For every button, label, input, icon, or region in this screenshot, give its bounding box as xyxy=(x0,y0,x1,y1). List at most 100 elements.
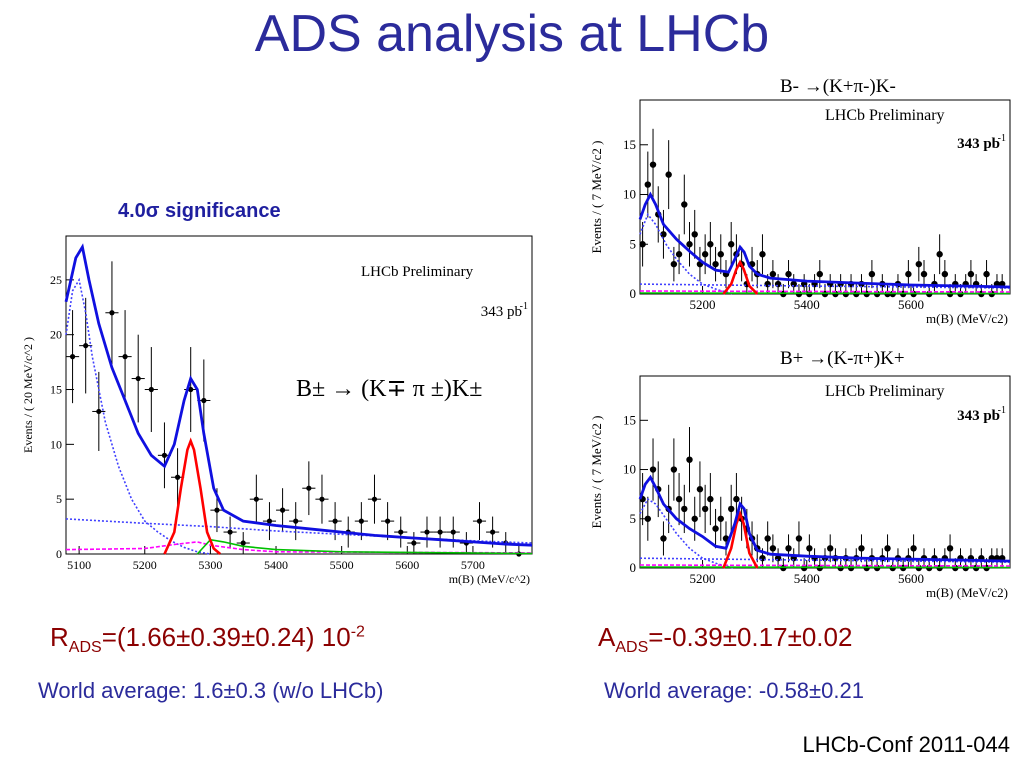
chart0-point-25 xyxy=(398,529,404,535)
chart0-point-26 xyxy=(411,540,417,546)
chart1-ytick-label-3: 15 xyxy=(623,137,636,152)
chart2-xtick-label-0: 5200 xyxy=(690,571,716,586)
chart0-point-31 xyxy=(476,518,483,524)
chart1-frame xyxy=(639,99,1011,295)
chart2-dpi-misid-curve xyxy=(639,566,1011,569)
chart0-point-15 xyxy=(266,518,273,524)
chart1-decay-label: B- →(K+π-)K- xyxy=(780,76,896,97)
chart1-lhcb-label: LHCb Preliminary xyxy=(825,107,945,124)
chart2-point-2 xyxy=(649,466,657,473)
chart0-point-6 xyxy=(148,386,154,393)
chart2-ytick-label-2: 10 xyxy=(623,462,636,477)
chart2-point-42 xyxy=(858,545,865,552)
chart2-xlabel: m(B) (MeV/c2) xyxy=(926,585,1008,600)
chart0-point-3 xyxy=(109,310,115,316)
chart0-point-8 xyxy=(174,474,181,480)
chart1-point-53 xyxy=(915,260,923,268)
chart0-dk-misid-curve xyxy=(65,541,533,554)
chart1-point-23 xyxy=(759,251,766,258)
chart1-point-9 xyxy=(686,241,693,248)
chart2-ytick-label-1: 5 xyxy=(630,511,637,526)
chart0-lumi-exp: -1 xyxy=(520,301,528,312)
chart2-point-17 xyxy=(727,505,735,513)
significance-label: 4.0σ significance xyxy=(118,200,281,222)
chart1-point-34 xyxy=(816,270,823,278)
chart1-point-28 xyxy=(785,270,792,278)
chart0-frame xyxy=(65,235,533,555)
chart0-ytick-label-3: 15 xyxy=(50,383,62,397)
chart0-point-1 xyxy=(83,343,89,349)
chart2-point-18 xyxy=(733,495,740,503)
chart0-xtick-label-1: 5200 xyxy=(133,558,157,572)
chart1-fit-total-curve xyxy=(638,191,1011,289)
chart0-decay-label: B± → (K∓ π ±)K± xyxy=(296,376,482,402)
conference-note: LHCb-Conf 2011-044 xyxy=(802,732,1011,757)
chart2-xtick-label-1: 5400 xyxy=(794,571,820,586)
chart2-point-47 xyxy=(884,545,891,552)
chart0-xtick-label-4: 5500 xyxy=(330,558,354,572)
chart1-point-1 xyxy=(644,181,652,188)
chart1-point-63 xyxy=(967,270,975,278)
chart0-point-20 xyxy=(332,518,338,524)
r-ads-exponent: -2 xyxy=(350,623,365,641)
chart2-lhcb-label: LHCb Preliminary xyxy=(825,383,945,400)
chart2-point-32 xyxy=(806,545,813,552)
chart0-partreco-curve xyxy=(65,277,211,555)
chart0-point-11 xyxy=(214,507,220,513)
a-ads-value: =-0.39±0.17±0.02 xyxy=(648,622,853,652)
chart0-point-4 xyxy=(122,354,128,360)
chart0-lumi: 343 pb xyxy=(481,304,522,320)
chart1-partreco-curve xyxy=(639,212,734,295)
a-ads-symbol: A xyxy=(598,622,616,652)
chart0-point-9 xyxy=(188,386,194,393)
r-ads-result: RADS=(1.66±0.39±0.24) 10-2 xyxy=(50,622,365,657)
chart0-xtick-label-6: 5700 xyxy=(461,558,485,572)
chart0-xlabel: m(B) (MeV/c^2) xyxy=(449,572,530,586)
chart2-dk-misid-curve xyxy=(639,564,1011,567)
chart0-xtick-label-3: 5400 xyxy=(264,558,288,572)
chart1-xtick-label-2: 5600 xyxy=(898,297,924,312)
chart2-partreco-curve xyxy=(639,497,734,569)
chart2-point-36 xyxy=(827,545,834,552)
chart2-decay-label: B+ →(K-π+)K+ xyxy=(780,348,905,369)
chart1-dk-misid-curve xyxy=(639,290,1011,293)
chart1-point-17 xyxy=(727,241,735,248)
chart2-lumi: 343 pb xyxy=(957,408,1000,424)
chart1-point-13 xyxy=(707,241,714,248)
chart1-point-25 xyxy=(769,270,777,278)
chart1-signal-curve xyxy=(722,259,759,295)
chart2-point-6 xyxy=(670,466,678,473)
chart1-dpi-misid-curve xyxy=(639,292,1011,295)
chart2-point-9 xyxy=(686,456,693,463)
r-ads-symbol: R xyxy=(50,622,69,652)
chart0-ytick-label-5: 25 xyxy=(50,273,62,287)
chart1-xlabel: m(B) (MeV/c2) xyxy=(926,311,1008,326)
chart0-point-23 xyxy=(371,496,378,502)
chart0-point-2 xyxy=(96,408,102,415)
chart0-point-24 xyxy=(385,518,391,524)
chart1-point-4 xyxy=(660,231,667,238)
chart1-xtick-label-1: 5400 xyxy=(794,297,820,312)
a-ads-subscript: ADS xyxy=(615,639,649,657)
chart0-xtick-label-2: 5300 xyxy=(198,558,222,572)
chart2-point-52 xyxy=(910,545,917,552)
chart0-point-19 xyxy=(319,496,325,502)
chart0-lhcb-label: LHCb Preliminary xyxy=(361,264,474,280)
chart0-signal-curve xyxy=(163,437,222,555)
chart2-point-59 xyxy=(946,545,954,552)
chart0-point-12 xyxy=(227,529,233,535)
chart0-point-5 xyxy=(135,375,141,382)
chart1-point-7 xyxy=(675,251,683,258)
chart2-point-25 xyxy=(769,545,777,552)
chart1-ytick-label-1: 5 xyxy=(630,236,637,251)
chart2-lumi-exp: -1 xyxy=(998,405,1006,416)
chart1-ylabel: Events / ( 7 MeV/c2 ) xyxy=(589,140,604,253)
chart1-point-5 xyxy=(665,171,672,178)
chart0-point-18 xyxy=(306,485,312,491)
chart1-point-8 xyxy=(681,201,688,208)
chart1-lumi-exp: -1 xyxy=(998,133,1006,144)
chart2-frame xyxy=(639,375,1011,569)
chart0-ytick-label-1: 5 xyxy=(56,492,62,506)
